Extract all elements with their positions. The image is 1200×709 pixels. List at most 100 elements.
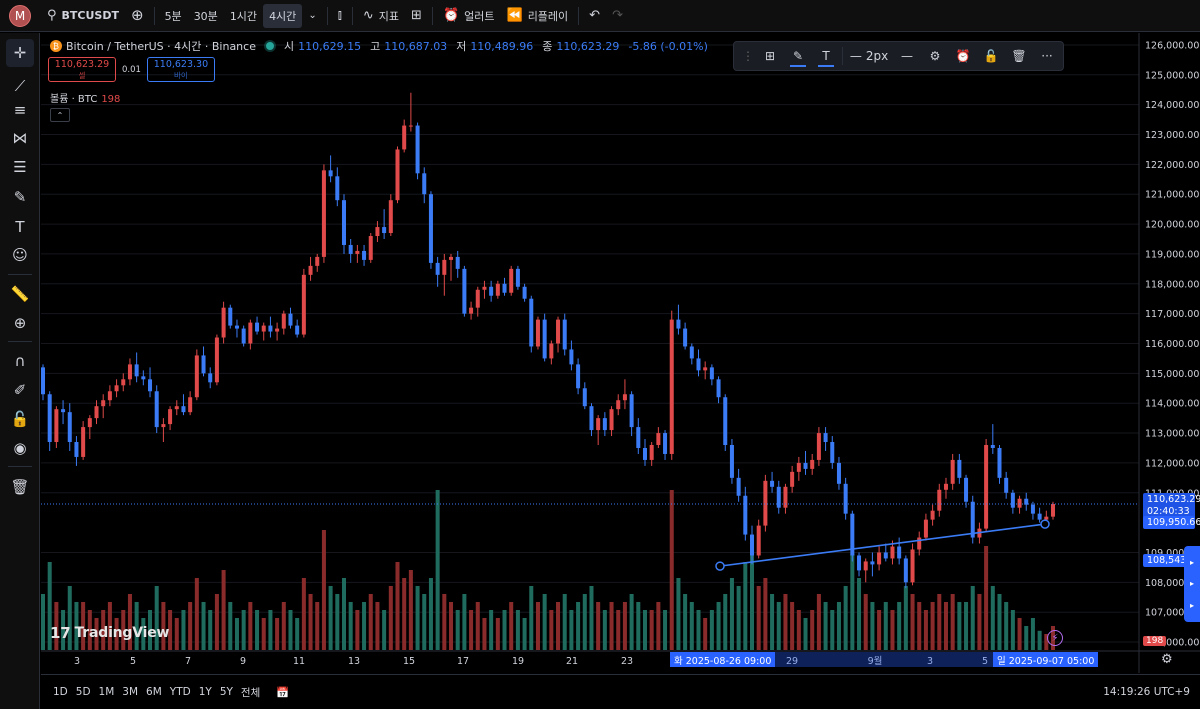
volume-bar [301, 578, 306, 650]
delete-button[interactable]: 🗑 [1007, 45, 1031, 67]
compare-symbol-button[interactable]: ⊕ [125, 4, 150, 28]
chart-settings-button[interactable]: ⚙ [1161, 652, 1173, 667]
price-tick-label: 118,000.00 [1145, 279, 1199, 290]
candle-body [382, 227, 387, 234]
settings-button[interactable]: ⚙ [923, 45, 947, 67]
user-avatar[interactable]: M [9, 4, 31, 27]
range-ytd[interactable]: YTD [169, 686, 191, 698]
undo-button[interactable]: ↶ [583, 4, 606, 28]
chart-type-button[interactable]: ⫾ [332, 4, 348, 28]
collapse-legend-button[interactable]: ⌃ [50, 108, 70, 122]
clock[interactable]: 14:19:26 UTC+9 [1103, 686, 1190, 698]
interval-5m[interactable]: 5분 [164, 9, 182, 23]
trade-buttons: 110,623.29 셀 0.01 110,623.30 바이 [48, 57, 215, 82]
volume-bar [549, 610, 554, 650]
more-button[interactable]: ··· [1035, 45, 1059, 67]
alert-button[interactable]: ⏰ 얼러트 [437, 4, 501, 28]
candle-body [770, 480, 775, 487]
volume-bar [582, 594, 587, 650]
zoom-tool[interactable]: ⊕ [6, 309, 34, 337]
text-color-button[interactable]: T [814, 45, 838, 67]
range-5d[interactable]: 5D [75, 686, 91, 698]
range-6m[interactable]: 6M [146, 686, 162, 698]
templates-button[interactable]: ⊞ [405, 4, 428, 28]
volume-bar [843, 586, 848, 650]
crosshair-tool[interactable]: ✛ [6, 39, 34, 67]
volume-bar [295, 618, 300, 650]
candle-body [723, 397, 728, 445]
templates-button[interactable]: ⊞ [758, 45, 782, 67]
range-1y[interactable]: 1Y [198, 686, 212, 698]
horizontal-lines-tool[interactable]: ≡ [6, 96, 34, 124]
candle-body [556, 319, 561, 344]
candle-body [221, 307, 226, 338]
volume-bar [917, 602, 922, 650]
lock-button[interactable]: 🔓 [979, 45, 1003, 67]
remove-drawings-tool[interactable]: 🗑 [6, 473, 34, 501]
candle-body [348, 244, 353, 254]
candle-body [796, 462, 801, 472]
emoji-tool[interactable]: ☺ [6, 241, 34, 269]
price-chart[interactable]: 126,000.00 125,000.00 124,000.00 123,000.00… [41, 33, 1200, 673]
sell-button[interactable]: 110,623.29 셀 [48, 57, 116, 82]
ruler-tool[interactable]: 📏 [6, 280, 34, 308]
volume-bar [957, 602, 962, 650]
side-panel-tab[interactable]: ▸ ▸ ▸ [1184, 546, 1200, 622]
interval-1h[interactable]: 1시간 [229, 9, 258, 23]
line-style-button[interactable]: — [895, 45, 919, 67]
price-tick-label: 122,000.00 [1145, 160, 1199, 171]
chart-pane[interactable]: 126,000.00 125,000.00 124,000.00 123,000.00… [41, 33, 1200, 673]
candle-body [422, 173, 427, 195]
tradingview-logo[interactable]: 17 TradingView [50, 624, 169, 642]
magnet-tool[interactable]: ∩ [6, 347, 34, 375]
open-key: 시 [283, 40, 295, 53]
volume-bar [288, 610, 293, 650]
line-width-button[interactable]: —2px [847, 45, 891, 67]
candle-body [388, 200, 393, 234]
candle-body [669, 319, 674, 454]
range-1d[interactable]: 1D [53, 686, 68, 698]
brush-tool[interactable]: ✎ [6, 183, 34, 211]
symbol-legend: ₿ Bitcoin / TetherUS · 4시간 · Binance 시 11… [50, 38, 713, 54]
text-tool[interactable]: T [6, 213, 34, 241]
indicators-button[interactable]: ∿ 지표 [357, 4, 405, 28]
volume-bar [890, 610, 895, 650]
legend-title[interactable]: Bitcoin / TetherUS · 4시간 · Binance [66, 40, 256, 53]
volume-bar [308, 594, 313, 650]
line-color-button[interactable]: ✎ [786, 45, 810, 67]
candle-body [469, 307, 474, 314]
volume-bar [756, 586, 761, 650]
replay-button[interactable]: ⏪ 리플레이 [501, 4, 575, 28]
lock-all-tool[interactable]: 🔓 [6, 405, 34, 433]
fib-tool[interactable]: ☰ [6, 153, 34, 181]
bolt-icon[interactable]: ⚡ [1047, 630, 1063, 646]
hide-drawings-tool[interactable]: ◉ [6, 434, 34, 462]
trendline [719, 523, 1046, 567]
volume-bar [268, 610, 273, 650]
candle-body [576, 364, 581, 389]
range-1m[interactable]: 1M [98, 686, 115, 698]
candle-body [930, 510, 935, 520]
volume-bar [255, 610, 260, 650]
buy-button[interactable]: 110,623.30 바이 [146, 57, 215, 82]
lock-drawing-tool[interactable]: ✐ [6, 376, 34, 404]
trendline-tool[interactable]: ⟋ [6, 72, 34, 100]
pattern-tool[interactable]: ⋈ [6, 124, 34, 152]
candle-body [408, 125, 413, 127]
volume-bar [1017, 618, 1022, 650]
candle-body [750, 534, 755, 556]
drag-handle[interactable]: ⋮ [742, 49, 754, 63]
interval-dropdown[interactable]: ⌄ [302, 4, 322, 28]
range-all[interactable]: 전체 [240, 686, 261, 699]
interval-30m[interactable]: 30분 [193, 9, 218, 23]
range-5y[interactable]: 5Y [219, 686, 233, 698]
candle-body [810, 459, 815, 469]
range-3m[interactable]: 3M [122, 686, 139, 698]
interval-4h[interactable]: 4시간 [263, 3, 303, 28]
volume-legend[interactable]: 볼륨 · BTC 198 [50, 90, 120, 105]
date-range-button[interactable]: 📅 [276, 686, 289, 699]
candle-body [375, 227, 380, 237]
symbol-search[interactable]: ⚲ BTCUSDT [41, 4, 125, 28]
redo-button[interactable]: ↷ [606, 4, 629, 28]
alert-button[interactable]: ⏰ [951, 45, 975, 67]
